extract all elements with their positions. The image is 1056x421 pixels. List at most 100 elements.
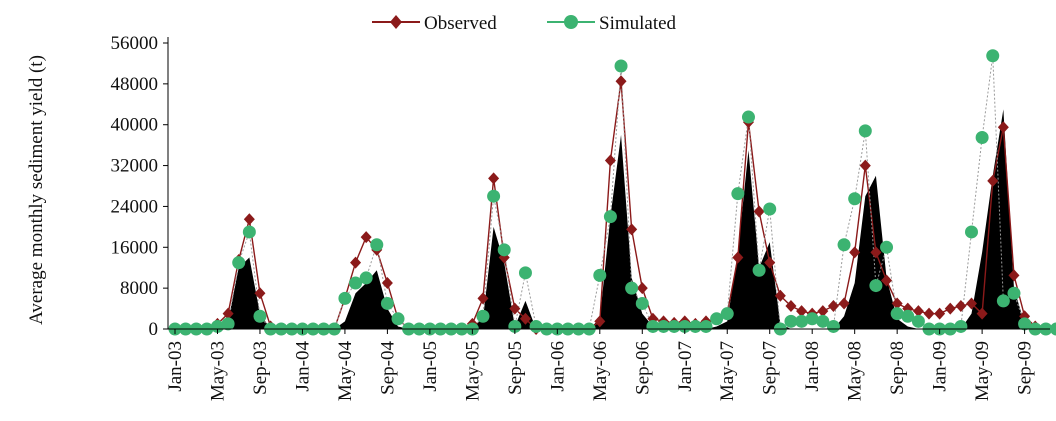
data-point-simulated [699, 319, 713, 333]
data-point-simulated [880, 240, 894, 254]
x-tick-label: May-07 [717, 341, 738, 401]
data-point-simulated [603, 210, 617, 224]
data-point-observed [859, 159, 871, 172]
y-tick-label: 48000 [111, 74, 159, 95]
data-point-simulated [890, 307, 904, 321]
axes-group [163, 37, 1050, 334]
data-point-observed [987, 174, 999, 187]
x-tick-label: May-05 [462, 341, 483, 401]
data-point-observed [966, 297, 977, 310]
data-point-simulated [996, 294, 1010, 308]
legend: Observed Simulated [372, 13, 677, 34]
x-tick-label: Jan-05 [420, 341, 441, 392]
data-point-observed [636, 282, 648, 295]
data-point-simulated [518, 266, 532, 280]
x-tick-label: Jan-06 [547, 341, 568, 392]
data-point-simulated [710, 312, 724, 326]
data-point-observed [976, 307, 988, 320]
data-point-simulated [731, 187, 745, 201]
data-point-simulated [869, 279, 883, 293]
data-point-simulated [848, 192, 862, 206]
data-point-observed [838, 297, 850, 310]
x-tick-label: Jan-03 [165, 341, 186, 392]
data-point-simulated [635, 296, 649, 310]
data-point-observed [381, 277, 393, 290]
data-point-simulated [901, 309, 915, 323]
data-point-simulated [667, 319, 681, 333]
data-point-observed [254, 287, 266, 300]
data-point-observed [881, 274, 893, 287]
data-point-observed [615, 75, 627, 88]
data-point-simulated [508, 319, 522, 333]
data-point-simulated [221, 317, 235, 331]
x-tick-label: Sep-09 [1015, 341, 1036, 395]
data-point-observed [753, 205, 765, 218]
data-point-simulated [826, 319, 840, 333]
data-point-observed [923, 307, 935, 320]
data-point-simulated [805, 312, 819, 326]
x-tick-label: May-04 [335, 341, 356, 402]
x-tick-label: Sep-05 [505, 341, 526, 395]
x-tick-label: Sep-06 [632, 341, 653, 395]
data-point-simulated [476, 309, 490, 323]
data-point-simulated [741, 110, 755, 124]
data-point-observed [827, 300, 839, 313]
data-point-simulated [338, 291, 352, 305]
data-point-simulated [858, 124, 872, 138]
data-point-simulated [593, 268, 607, 282]
data-point-observed [817, 305, 829, 318]
data-point-observed [594, 315, 606, 328]
x-tick-label: Jan-07 [675, 341, 696, 392]
data-point-simulated [763, 202, 777, 216]
data-point-observed [626, 223, 638, 236]
data-point-simulated [359, 271, 373, 285]
data-point-simulated [720, 307, 734, 321]
data-point-observed [912, 305, 924, 318]
data-point-observed [934, 307, 946, 320]
y-axis-title: Average monthly sediment yield (t) [26, 55, 47, 325]
data-point-observed [955, 300, 967, 313]
x-tick-label: May-03 [207, 341, 228, 401]
data-point-observed [774, 289, 786, 302]
data-point-simulated [954, 319, 968, 333]
data-point-simulated [1007, 286, 1021, 300]
data-point-simulated [986, 49, 1000, 63]
data-point-observed [509, 302, 521, 315]
data-point-observed [764, 256, 776, 269]
data-point-observed [891, 297, 903, 310]
x-tick-label: Sep-07 [760, 341, 781, 395]
data-point-observed [944, 302, 956, 315]
legend-simulated-marker [564, 15, 578, 29]
data-point-observed [488, 172, 500, 185]
data-point-simulated [625, 281, 639, 295]
x-tick-label: Jan-08 [802, 341, 823, 392]
data-point-observed [604, 154, 616, 167]
data-point-observed [360, 231, 372, 244]
data-point-observed [519, 312, 531, 325]
y-tick-labels-group: 0 8000 16000 24000 32000 40000 48000 56000 [111, 33, 159, 340]
data-point-observed [997, 121, 1009, 134]
legend-observed-label: Observed [424, 13, 497, 34]
data-point-simulated [614, 59, 628, 73]
data-point-simulated [657, 319, 671, 333]
y-tick-label: 24000 [111, 196, 159, 217]
data-point-observed [1008, 269, 1020, 282]
data-point-simulated [678, 319, 692, 333]
data-point-simulated [965, 225, 978, 239]
x-tick-labels-group: Jan-03 May-03 Sep-03 Jan-04 May-04 Sep-04 Jan-… [165, 341, 1036, 402]
y-tick-label: 0 [149, 319, 159, 340]
data-point-simulated [391, 312, 405, 326]
data-point-simulated [253, 309, 267, 323]
x-tick-label: Sep-08 [887, 341, 908, 395]
x-tick-label: Jan-09 [930, 341, 951, 392]
data-point-simulated [232, 256, 246, 270]
x-tick-label: Sep-03 [250, 341, 271, 395]
legend-simulated-label: Simulated [599, 13, 677, 34]
y-tick-label: 40000 [111, 115, 159, 136]
data-point-observed [732, 251, 744, 264]
x-tick-label: May-09 [972, 341, 993, 401]
data-point-simulated [752, 263, 766, 277]
data-point-simulated [795, 314, 809, 328]
data-point-observed [243, 213, 255, 226]
